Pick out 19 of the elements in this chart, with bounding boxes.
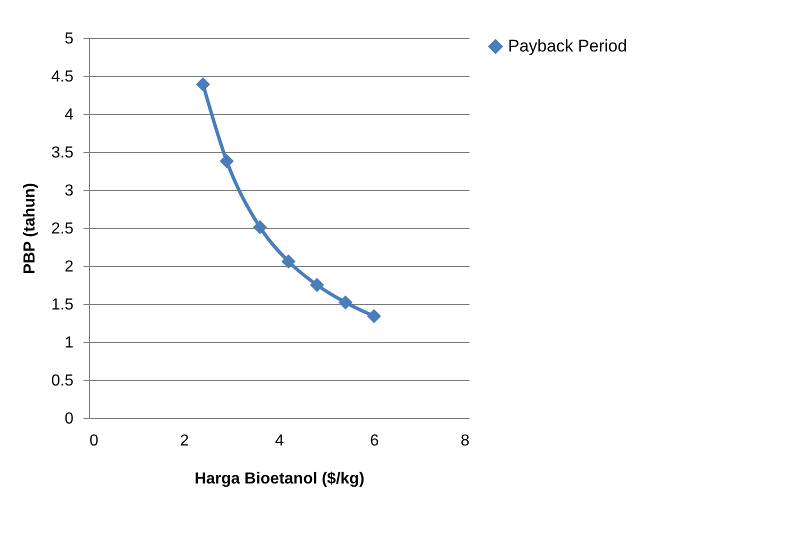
y-tick-label: 0 [64, 410, 74, 428]
y-axis-title: PBP (tahun) [21, 182, 38, 274]
y-tick-label: 3.5 [51, 144, 74, 162]
x-tick-label: 8 [460, 432, 470, 450]
y-tick-label: 3 [64, 182, 74, 200]
y-tick-label: 2 [64, 258, 74, 276]
x-tick-label: 6 [370, 432, 380, 450]
x-tick-label: 4 [275, 432, 284, 450]
y-tick-label: 2.5 [51, 220, 74, 238]
y-tick-label: 0.5 [51, 372, 74, 390]
y-tick-label: 1 [64, 334, 74, 352]
y-tick-label: 4 [64, 106, 74, 124]
y-tick-label: 5 [64, 30, 74, 48]
y-tick-label: 4.5 [51, 68, 74, 86]
x-tick-label: 2 [180, 432, 190, 450]
legend-label: Payback Period [508, 36, 628, 56]
x-tick-label: 0 [90, 432, 98, 450]
y-tick-label: 1.5 [51, 296, 74, 314]
x-axis-title: Harga Bioetanol ($/kg) [194, 470, 364, 488]
